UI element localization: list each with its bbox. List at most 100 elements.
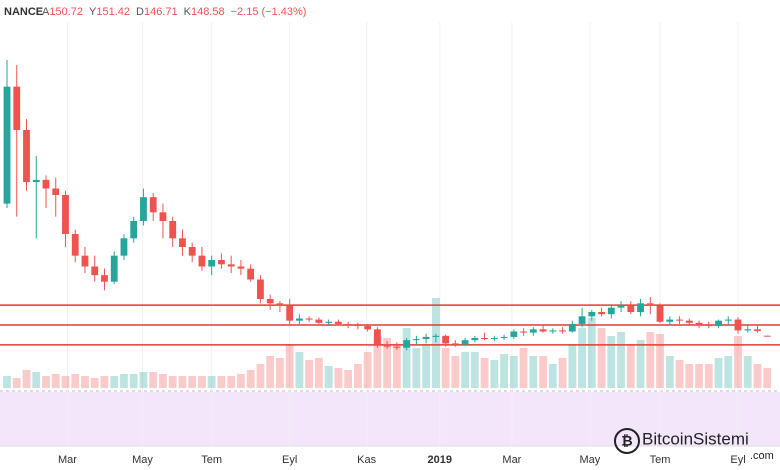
watermark: ₿ BitcoinSistemi .com	[614, 428, 774, 462]
volume-bar	[188, 376, 197, 388]
candle-body	[529, 329, 537, 333]
volume-bar	[373, 336, 382, 388]
candle-body	[266, 299, 274, 304]
volume-bar	[139, 372, 148, 388]
candle-body	[315, 319, 323, 323]
volume-bar	[149, 372, 158, 388]
volume-bar	[285, 344, 294, 388]
volume-bar	[704, 364, 713, 388]
candle-body	[705, 325, 713, 327]
candle-body	[393, 346, 401, 348]
candle-body	[676, 319, 683, 321]
volume-bar	[763, 368, 772, 388]
volume-bar	[519, 348, 528, 388]
volume-bar	[51, 374, 60, 388]
volume-bar	[558, 358, 567, 388]
candle-body	[198, 255, 206, 267]
x-tick-label: May	[132, 454, 153, 466]
volume-bar	[675, 360, 684, 388]
volume-bar	[178, 376, 187, 388]
volume-bar	[266, 356, 275, 388]
watermark-icon: ₿	[621, 433, 632, 449]
volume-bar	[256, 364, 265, 388]
volume-bar	[315, 358, 323, 388]
volume-bar	[412, 348, 421, 388]
candle-body	[218, 260, 225, 265]
candle-body	[364, 326, 372, 330]
volume-bar	[32, 372, 41, 388]
candle-body	[188, 247, 196, 256]
watermark-domain: .com	[750, 450, 774, 462]
candle-body	[510, 331, 518, 337]
candle-body	[500, 336, 508, 338]
volume-bar	[100, 376, 109, 388]
volume-bar	[198, 376, 206, 388]
volume-bar	[743, 356, 752, 388]
volume-bar	[451, 356, 460, 388]
candle-body	[159, 212, 167, 221]
candle-body	[354, 325, 362, 327]
candle-body	[695, 322, 703, 325]
ohlc-value: 150.72	[49, 6, 83, 18]
volume-bar	[685, 364, 694, 388]
candle-body	[656, 305, 664, 322]
candle-body	[637, 303, 644, 312]
exchange: NANCE	[4, 6, 43, 18]
candle-body	[3, 86, 11, 204]
volume-bar	[568, 344, 577, 388]
candle-body	[13, 86, 21, 130]
volume-bar	[246, 370, 255, 388]
candle-body	[715, 320, 722, 327]
x-tick-label: May	[579, 454, 600, 466]
volume-bar	[90, 378, 99, 388]
ohlc-header: A150.72 Y151.42 D146.71 K148.58 −2.15 (−1.43…	[42, 6, 306, 18]
candle-body	[520, 331, 527, 333]
candle-body	[334, 321, 342, 324]
volume-bar	[480, 358, 489, 388]
candle-body	[744, 329, 752, 331]
volume-bar	[227, 376, 236, 388]
watermark-logo	[614, 428, 640, 454]
candle-body	[169, 221, 177, 239]
candle-body	[754, 329, 761, 332]
candle-body	[208, 260, 216, 267]
volume-bar	[402, 328, 411, 388]
volume-bar	[392, 344, 401, 388]
volume-bar	[431, 298, 440, 388]
ohlc-key: Y	[89, 6, 97, 18]
candle-body	[383, 344, 391, 347]
candle-body	[442, 335, 450, 344]
volume-bar	[61, 376, 70, 388]
volume-bar	[363, 352, 372, 388]
volume-bar	[724, 356, 733, 388]
candle-body	[227, 264, 235, 267]
candle-body	[81, 255, 89, 267]
volume-bar	[295, 352, 304, 388]
volume-bar	[714, 358, 723, 388]
candle-body	[763, 335, 771, 337]
x-tick-label: Tem	[650, 454, 671, 466]
volume-bar	[617, 332, 625, 388]
candle-body	[617, 305, 625, 308]
volume-bar	[578, 328, 586, 388]
ohlc-key: A	[42, 6, 50, 18]
candle-body	[559, 330, 566, 332]
volume-bar	[753, 364, 762, 388]
candle-body	[52, 188, 60, 195]
volume-bar	[441, 348, 450, 388]
volume-bar	[461, 352, 469, 388]
candle-body	[344, 323, 352, 325]
x-tick-label: 2019	[428, 454, 452, 466]
volume-bar	[353, 364, 362, 388]
candle-body	[598, 312, 605, 315]
ohlc-value: 146.71	[144, 6, 178, 18]
volume-bar	[168, 376, 177, 388]
candle-body	[451, 343, 459, 345]
volume-bar	[276, 358, 284, 388]
candle-body	[412, 339, 420, 341]
candle-body	[734, 319, 742, 331]
candle-body	[325, 321, 333, 323]
x-tick-label: Eyl	[282, 454, 297, 466]
candle-body	[685, 320, 693, 323]
